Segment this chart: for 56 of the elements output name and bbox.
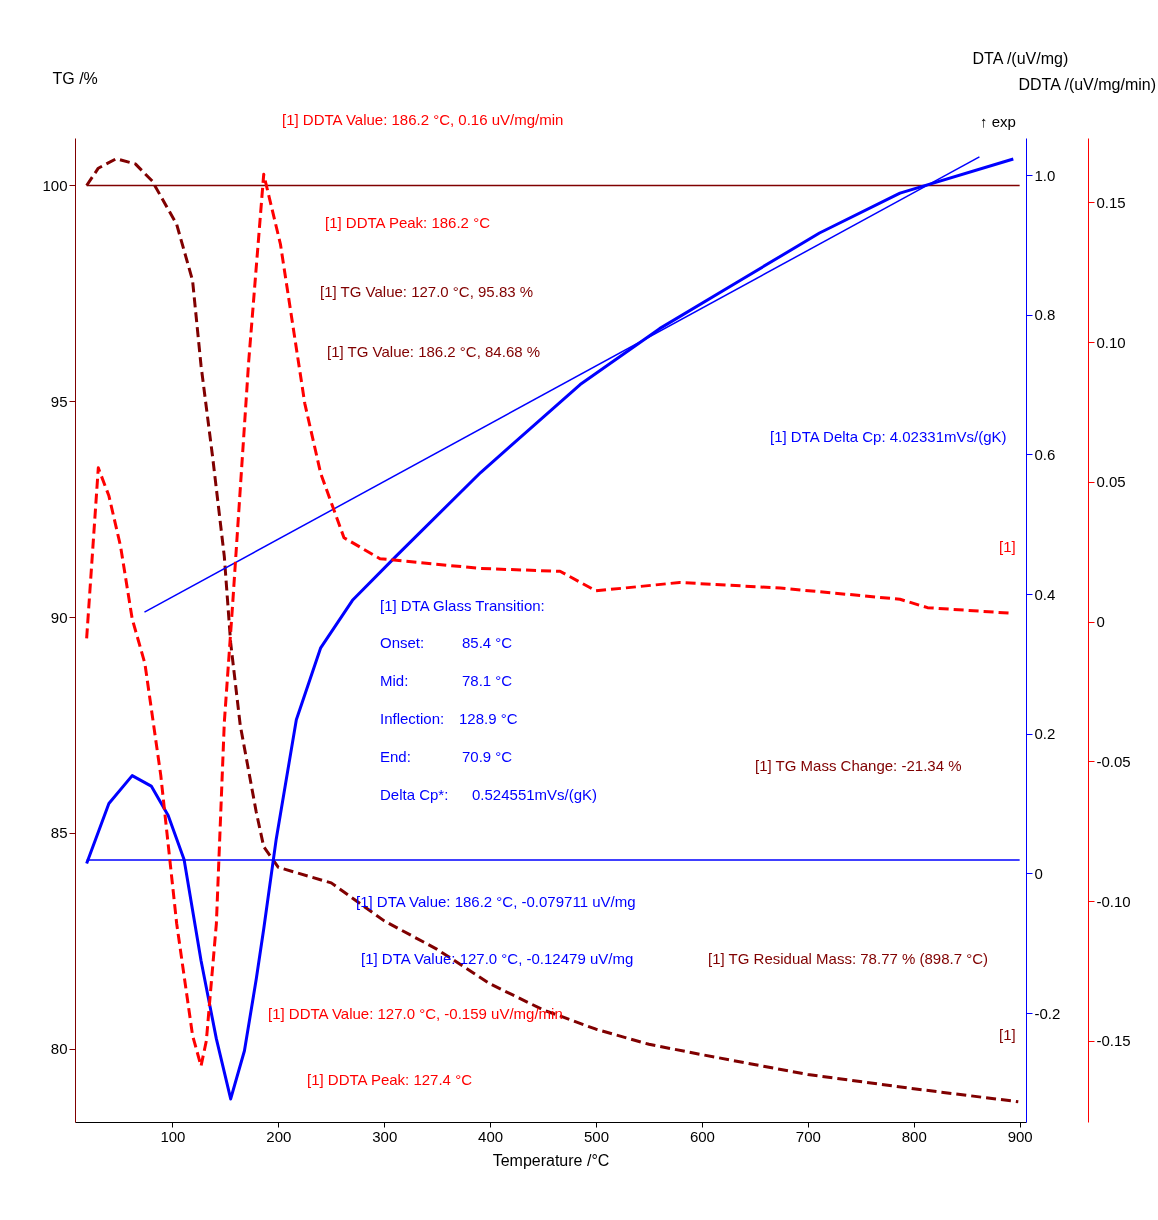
y2-tick-label: 0.8 (1034, 306, 1056, 324)
x-axis-title: Temperature /°C (492, 1151, 610, 1169)
x-tick-label: 100 (160, 1127, 186, 1145)
annotation: [1] TG Value: 127.0 °C, 95.83 % (320, 283, 534, 300)
y2-tick-label: 0 (1034, 864, 1043, 882)
x-tick-label: 600 (689, 1127, 715, 1145)
annotation: [1] DDTA Peak: 186.2 °C (325, 214, 491, 231)
annotation: 85.4 °C (462, 634, 513, 651)
x-tick-label: 700 (795, 1127, 821, 1145)
y3-tick-label: -0.15 (1096, 1032, 1131, 1050)
x-tick-label: 200 (266, 1127, 292, 1145)
y2-tick-label: -0.2 (1034, 1004, 1061, 1022)
annotation: [1] DDTA Peak: 127.4 °C (307, 1071, 473, 1088)
annotation: [1] DTA Value: 186.2 °C, -0.079711 uV/mg (356, 893, 636, 910)
annotation: [1] TG Mass Change: -21.34 % (755, 757, 962, 774)
x-tick-label: 500 (584, 1127, 610, 1145)
y-tick-label: 80 (50, 1040, 68, 1058)
y-axis-title: TG /% (52, 69, 98, 87)
x-tick-label: 800 (901, 1127, 927, 1145)
annotation: [1] (999, 538, 1016, 555)
y3-tick-label: 0.15 (1096, 193, 1126, 211)
annotation: [1] DTA Value: 127.0 °C, -0.12479 uV/mg (361, 950, 634, 967)
annotation: Mid: (380, 672, 409, 689)
annotation: [1] TG Value: 186.2 °C, 84.68 % (327, 343, 541, 360)
x-tick-label: 400 (478, 1127, 504, 1145)
annotation: [1] DTA Delta Cp: 4.02331mVs/(gK) (770, 428, 1007, 445)
y3-tick-label: -0.10 (1096, 892, 1131, 910)
text: ↑ exp (980, 113, 1016, 130)
text: [1] DDTA Value: 186.2 °C, 0.16 uV/mg/min (282, 111, 564, 128)
y-tick-label: 95 (50, 392, 68, 410)
y-tick-label: 100 (42, 176, 68, 194)
annotation: 78.1 °C (462, 672, 513, 689)
annotation: [1] DTA Glass Transition: (380, 597, 545, 614)
y3-tick-label: 0 (1096, 613, 1105, 631)
y-tick-label: 85 (50, 824, 68, 842)
annotation: Inflection: (380, 710, 445, 727)
y-tick-label: 90 (50, 608, 68, 626)
y3-tick-label: 0.10 (1096, 333, 1126, 351)
y3-tick-label: 0.05 (1096, 473, 1126, 491)
y3-tick-label: -0.05 (1096, 752, 1131, 770)
y2-tick-label: 0.2 (1034, 725, 1056, 743)
x-tick-label: 900 (1007, 1127, 1033, 1145)
x-tick-label: 300 (372, 1127, 398, 1145)
annotation: End: (380, 748, 411, 765)
y2-tick-label: 0.6 (1034, 445, 1056, 463)
y3-axis-title: DDTA /(uV/mg/min) (1018, 75, 1156, 93)
annotation: 0.524551mVs/(gK) (472, 786, 598, 803)
annotation: Onset: (380, 634, 425, 651)
y2-tick-label: 1.0 (1034, 166, 1056, 184)
annotation: 70.9 °C (462, 748, 513, 765)
annotation: Delta Cp*: (380, 786, 449, 803)
annotation: [1] (999, 1026, 1016, 1043)
annotation: 128.9 °C (459, 710, 518, 727)
annotation: [1] TG Residual Mass: 78.77 % (898.7 °C) (708, 950, 989, 967)
y2-axis-title: DTA /(uV/mg) (972, 49, 1069, 67)
y2-tick-label: 0.4 (1034, 585, 1056, 603)
